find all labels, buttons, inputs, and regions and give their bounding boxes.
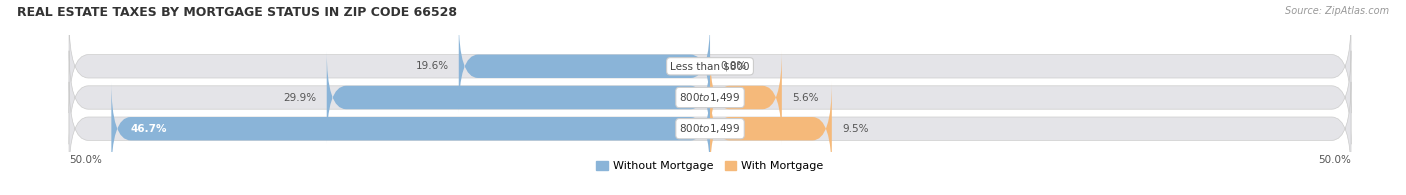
- Text: 19.6%: 19.6%: [415, 61, 449, 71]
- Text: 9.5%: 9.5%: [842, 124, 869, 134]
- FancyBboxPatch shape: [710, 82, 832, 176]
- Text: 5.6%: 5.6%: [792, 92, 818, 103]
- FancyBboxPatch shape: [458, 20, 710, 113]
- Text: 29.9%: 29.9%: [284, 92, 316, 103]
- FancyBboxPatch shape: [69, 51, 1351, 144]
- FancyBboxPatch shape: [710, 51, 782, 144]
- Text: 0.0%: 0.0%: [720, 61, 747, 71]
- Text: $800 to $1,499: $800 to $1,499: [679, 91, 741, 104]
- Text: 46.7%: 46.7%: [131, 124, 167, 134]
- Text: 50.0%: 50.0%: [69, 155, 101, 165]
- FancyBboxPatch shape: [326, 51, 710, 144]
- Legend: Without Mortgage, With Mortgage: Without Mortgage, With Mortgage: [592, 157, 828, 176]
- Text: REAL ESTATE TAXES BY MORTGAGE STATUS IN ZIP CODE 66528: REAL ESTATE TAXES BY MORTGAGE STATUS IN …: [17, 6, 457, 19]
- Text: Less than $800: Less than $800: [671, 61, 749, 71]
- Text: Source: ZipAtlas.com: Source: ZipAtlas.com: [1285, 6, 1389, 16]
- Text: $800 to $1,499: $800 to $1,499: [679, 122, 741, 135]
- FancyBboxPatch shape: [111, 82, 710, 176]
- FancyBboxPatch shape: [69, 82, 1351, 176]
- Text: 50.0%: 50.0%: [1319, 155, 1351, 165]
- FancyBboxPatch shape: [69, 20, 1351, 113]
